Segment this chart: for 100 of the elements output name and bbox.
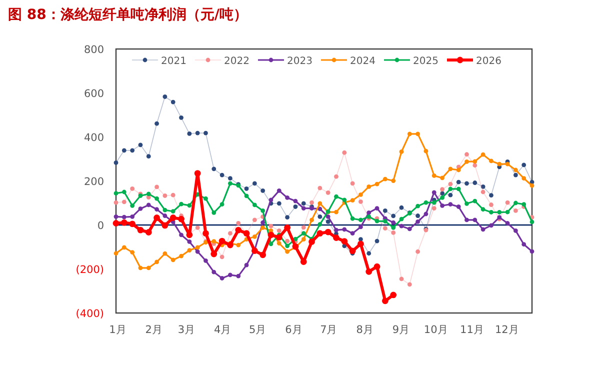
point (260, 220, 266, 225)
point (399, 216, 404, 222)
point (146, 192, 151, 196)
point (318, 214, 322, 219)
point (301, 206, 306, 210)
point (382, 219, 388, 224)
y-tick-label: (200) (76, 264, 104, 276)
point (187, 240, 192, 244)
point (252, 202, 257, 208)
point (170, 258, 176, 262)
point (268, 198, 274, 202)
point (358, 224, 363, 230)
point (114, 160, 118, 165)
point (399, 205, 404, 210)
point (162, 94, 168, 99)
point (114, 200, 118, 205)
point (122, 214, 126, 220)
point (513, 228, 518, 233)
legend-label: 2022 (224, 56, 250, 67)
point (212, 239, 216, 244)
point (530, 183, 534, 188)
point (374, 238, 380, 244)
point (399, 276, 404, 282)
point (432, 206, 436, 210)
point (195, 249, 200, 254)
point (228, 272, 232, 278)
point (530, 249, 534, 254)
point (276, 228, 282, 233)
point (464, 152, 469, 157)
point (342, 227, 347, 232)
point (416, 214, 420, 218)
point (416, 220, 420, 224)
point (276, 234, 282, 241)
point (179, 254, 184, 258)
x-tick-label: 10月 (424, 324, 448, 336)
point (341, 238, 348, 244)
point (440, 176, 444, 180)
point (416, 249, 420, 254)
point (522, 242, 526, 247)
point (513, 208, 518, 213)
legend-label: 2024 (350, 56, 376, 67)
point (366, 210, 372, 215)
point (130, 203, 135, 208)
point (268, 232, 274, 238)
point (358, 237, 363, 242)
point (130, 148, 135, 153)
point (366, 184, 372, 189)
point (324, 228, 332, 236)
point (252, 234, 257, 239)
point (130, 250, 135, 254)
point (530, 220, 534, 224)
point (276, 241, 282, 246)
point (432, 174, 436, 178)
point (138, 266, 143, 270)
point (497, 210, 502, 214)
point (342, 150, 347, 155)
point (145, 229, 152, 236)
y-tick-label: 600 (84, 88, 104, 100)
point (480, 207, 486, 212)
point (122, 190, 126, 194)
point (349, 248, 356, 254)
point (204, 258, 208, 263)
point (464, 159, 469, 164)
point (350, 198, 355, 203)
point (489, 202, 494, 207)
point (505, 210, 510, 214)
point (472, 198, 478, 204)
point (522, 162, 526, 168)
point (122, 148, 126, 153)
point (220, 172, 224, 178)
point (162, 222, 168, 229)
point (416, 132, 420, 136)
point (399, 224, 404, 228)
point (407, 132, 412, 136)
point (464, 201, 469, 206)
point (480, 227, 486, 232)
point (472, 180, 478, 185)
point (195, 245, 200, 250)
point (472, 159, 478, 164)
point (236, 274, 241, 278)
point (228, 176, 232, 181)
point (212, 166, 216, 172)
point (424, 212, 428, 216)
point (285, 215, 290, 220)
x-tick-label: 2月 (145, 324, 163, 336)
x-tick-label: 7月 (320, 324, 338, 336)
point (252, 218, 257, 222)
point (137, 226, 144, 234)
point (505, 200, 510, 205)
point (505, 221, 510, 226)
point (382, 298, 388, 304)
legend-label: 2026 (476, 56, 502, 67)
point (228, 181, 232, 186)
point (146, 202, 151, 208)
point (146, 154, 151, 159)
point (170, 100, 176, 104)
point (456, 186, 461, 192)
point (186, 232, 193, 238)
point (391, 220, 396, 225)
point (334, 174, 338, 179)
